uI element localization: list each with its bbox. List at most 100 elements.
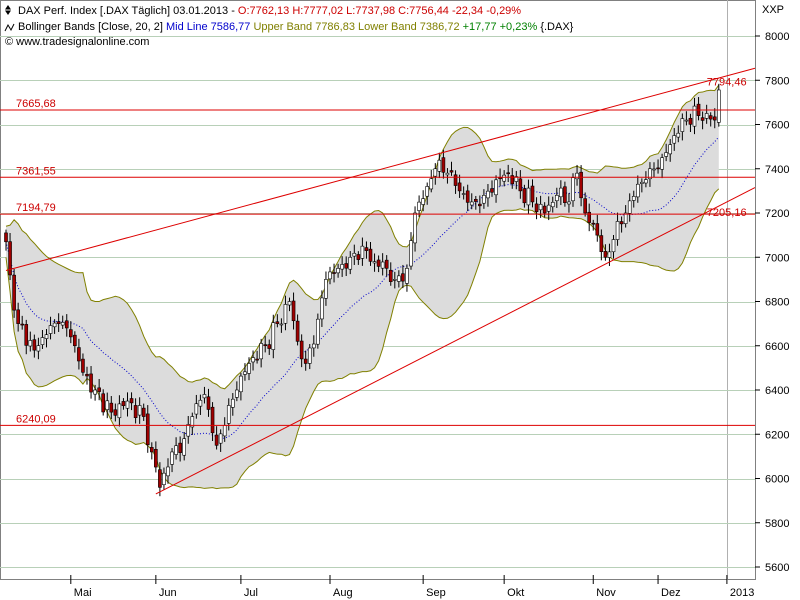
candle: [409, 232, 413, 270]
candle-body: [712, 116, 717, 121]
candle: [660, 153, 664, 179]
candle-body: [32, 339, 37, 351]
candle-body: [52, 322, 57, 328]
candle: [141, 403, 146, 421]
candle: [716, 83, 721, 127]
candle: [89, 366, 93, 399]
candle-body: [324, 279, 328, 299]
candle: [8, 233, 12, 281]
candle-body: [36, 345, 41, 352]
candle: [336, 263, 340, 278]
candle: [93, 384, 97, 401]
x-tick-label: Jun: [159, 587, 177, 599]
level-label: 7361,55: [16, 165, 56, 177]
candle: [360, 237, 365, 266]
candle: [688, 113, 693, 133]
candle: [324, 271, 328, 306]
candle-body: [648, 168, 652, 180]
candle: [344, 256, 349, 277]
candle: [384, 255, 389, 277]
candle: [522, 184, 527, 208]
candle: [619, 216, 624, 233]
candle: [542, 202, 547, 218]
candle-body: [198, 399, 203, 407]
candle: [546, 196, 551, 221]
candle: [231, 393, 235, 416]
candle-body: [623, 212, 628, 224]
candle: [461, 186, 466, 200]
candle-body: [490, 188, 494, 193]
candle: [486, 184, 490, 207]
candle: [109, 396, 114, 420]
candle-body: [235, 389, 239, 398]
candle: [198, 394, 203, 415]
candle-body: [352, 252, 357, 257]
candle: [518, 170, 523, 199]
level-label: 7194,79: [16, 202, 56, 214]
candle: [510, 168, 515, 189]
candle: [166, 458, 170, 484]
candle-body: [73, 334, 77, 347]
candle-body: [8, 241, 12, 276]
candle: [465, 184, 470, 212]
candle-body: [554, 195, 559, 202]
candle-body: [226, 405, 231, 424]
candle-body: [376, 259, 381, 267]
candle: [299, 334, 304, 368]
candle-body: [627, 200, 632, 214]
candle-body: [716, 89, 721, 123]
candle: [287, 297, 292, 312]
y-tick-label: 5600: [765, 562, 789, 574]
candle-body: [263, 344, 268, 347]
candle-body: [461, 193, 466, 195]
bollinger-change: +17,77 +0,23%: [463, 21, 541, 33]
y-tick-label: 5800: [765, 518, 789, 530]
candle: [591, 219, 596, 231]
candle: [482, 189, 486, 209]
candle-body: [16, 309, 20, 324]
candle: [494, 175, 498, 203]
candle-body: [631, 196, 636, 201]
candle-body: [20, 323, 25, 326]
candle: [255, 350, 259, 364]
candle-body: [708, 115, 713, 120]
candle-body: [680, 118, 685, 132]
candle-body: [328, 271, 332, 280]
candle: [162, 467, 166, 490]
candle-body: [546, 204, 551, 212]
candle: [603, 244, 608, 261]
trendline[interactable]: [5, 67, 756, 272]
candle-body: [311, 343, 316, 349]
candle: [24, 319, 29, 355]
trendline[interactable]: [155, 187, 756, 495]
candle-body: [137, 405, 142, 416]
x-tick-label: Nov: [596, 587, 616, 599]
candle: [154, 441, 158, 473]
candle: [56, 313, 61, 332]
x-tick-label: Sep: [426, 587, 446, 599]
candle: [563, 181, 567, 207]
candle-body: [542, 205, 547, 214]
candle: [85, 366, 89, 385]
candle: [490, 180, 494, 197]
candle: [206, 388, 211, 417]
instrument-title: DAX Perf. Index [.DAX Täglich] 03.01.201…: [18, 5, 238, 17]
candle: [457, 174, 462, 198]
candle-body: [437, 159, 442, 172]
candle-body: [405, 268, 409, 284]
y-tick-label: 6800: [765, 297, 789, 309]
candle-body: [182, 438, 186, 456]
candle: [348, 251, 353, 275]
candle-body: [210, 406, 215, 434]
candle-body: [356, 254, 361, 260]
candle: [20, 315, 25, 330]
candle: [656, 159, 660, 174]
candle-body: [101, 393, 105, 413]
candle-body: [433, 168, 438, 177]
candle-body: [162, 472, 166, 485]
candle: [113, 403, 118, 422]
candle: [623, 205, 628, 228]
candle: [502, 170, 506, 187]
